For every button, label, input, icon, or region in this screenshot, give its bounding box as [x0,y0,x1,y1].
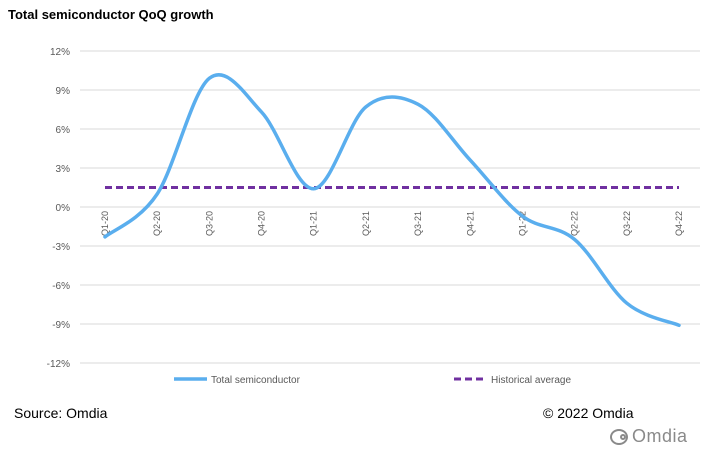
y-tick-label: -3% [52,242,70,253]
source-note: Source: Omdia [14,405,108,421]
x-tick-label: Q3-21 [413,211,423,236]
y-axis-tick-labels: 12% 9% 6% 3% 0% -3% -6% -9% -12% [47,47,70,370]
x-tick-label: Q3-20 [204,211,214,236]
legend-label-total-semiconductor: Total semiconductor [211,375,301,386]
x-tick-label: Q2-22 [570,211,580,236]
x-tick-label: Q4-21 [465,211,475,236]
watermark-text: Omdia [632,426,688,446]
chart-title: Total semiconductor QoQ growth [8,7,214,22]
y-tick-label: -6% [52,281,70,292]
copyright-note: © 2022 Omdia [543,405,634,421]
omdia-logo-icon [610,428,628,445]
series-total-semiconductor [103,73,681,328]
x-tick-label: Q2-20 [152,211,162,236]
watermark: Omdia [610,426,688,447]
x-axis-tick-labels: Q1-20 Q2-20 Q3-20 Q4-20 Q1-21 Q2-21 Q3-21 Q4-21… [100,211,684,236]
y-tick-label: -9% [52,320,70,331]
line-chart: 12% 9% 6% 3% 0% -3% -6% -9% -12% Q1-20 Q2-20 Q3-20… [47,47,700,386]
grid-lines [80,50,700,364]
x-tick-label: Q2-21 [361,211,371,236]
legend: Total semiconductor Historical average [174,375,571,386]
x-tick-label: Q4-20 [257,211,267,236]
y-tick-label: 3% [56,164,71,175]
legend-label-historical-average: Historical average [491,375,571,386]
x-tick-label: Q1-22 [517,211,527,236]
x-tick-label: Q3-22 [622,211,632,236]
y-tick-label: 6% [56,125,71,136]
y-tick-label: 9% [56,86,71,97]
y-tick-label: 12% [50,47,70,58]
y-tick-label: 0% [56,203,71,214]
x-tick-label: Q4-22 [674,211,684,236]
x-tick-label: Q1-21 [309,211,319,236]
series-lines [103,73,681,328]
y-tick-label: -12% [47,359,70,370]
x-tick-label: Q1-20 [100,211,110,236]
